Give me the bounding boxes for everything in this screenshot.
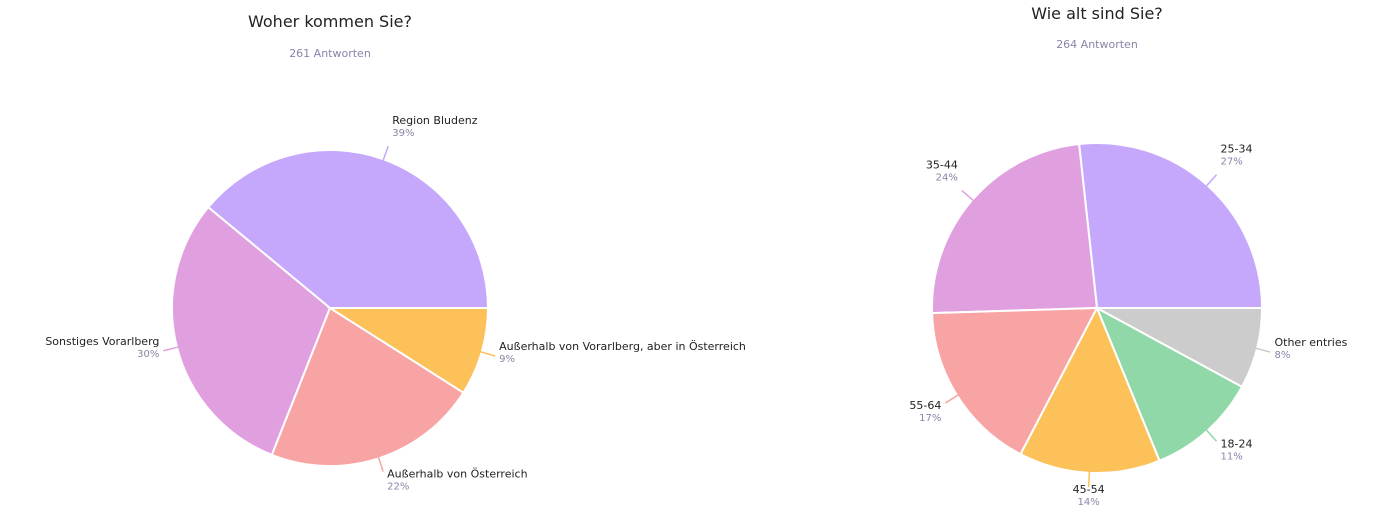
slice-label: Other entries [1274,336,1347,349]
leader-line [961,190,976,203]
slice-label: Region Bludenz [392,114,477,127]
slice-label: Außerhalb von Vorarlberg, aber in Österr… [499,340,746,353]
chart-subtitle: 264 Antworten [1056,38,1138,51]
slice-value: 14% [1078,497,1100,507]
slice-value: 24% [936,173,958,184]
slice-label: 25-34 [1220,143,1252,156]
leader-line [1087,468,1091,487]
chart-title: Wie alt sind Sie? [1031,4,1163,23]
leader-line [477,350,496,357]
leader-line [376,454,384,472]
slice-value: 17% [919,413,941,424]
leader-line [381,145,389,164]
slice-label: 45-54 [1073,483,1105,496]
leader-line [163,345,182,352]
leader-line [1203,427,1218,442]
slice-value: 30% [137,349,159,360]
slice-label: 18-24 [1220,437,1252,450]
leader-line [1252,346,1271,353]
slice-label: Außerhalb von Österreich [387,468,527,481]
slice-value: 39% [392,128,414,139]
leader-line [1203,174,1218,189]
chart-subtitle: 261 Antworten [289,47,371,60]
slice-value: 9% [499,354,515,365]
slice-label: 35-44 [926,159,958,172]
slice-label: 55-64 [909,399,941,412]
slice-value: 11% [1220,451,1242,462]
slice-value: 8% [1274,350,1290,361]
slice-value: 27% [1220,157,1242,168]
leader-line [944,392,961,404]
chart-title: Woher kommen Sie? [248,12,412,31]
slice-value: 22% [387,482,409,493]
slice-label: Sonstiges Vorarlberg [45,335,159,348]
pie-slice [1077,142,1264,309]
